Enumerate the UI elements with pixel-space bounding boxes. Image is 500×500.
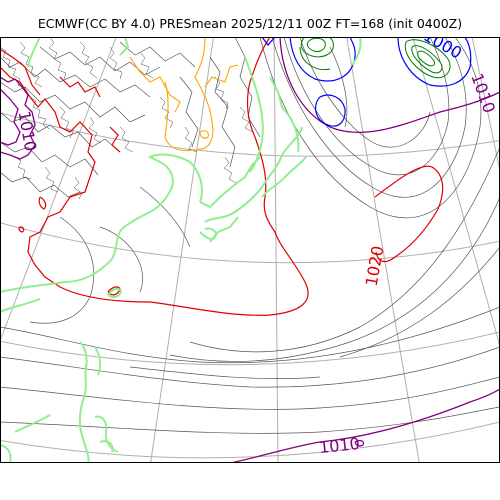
graticule [0,37,500,463]
isobar-1010 [0,37,500,463]
isobar-1020 [0,37,444,316]
isobar-1030 [129,37,239,152]
terrain-contours [0,37,254,200]
pressure-map: 1020 1010 1010 1010 1000 [0,37,500,463]
coastlines [0,37,362,463]
isobar-1000 [261,37,472,127]
isobar-low [299,37,451,79]
map-title: ECMWF(CC BY 4.0) PRESmean 2025/12/11 00Z… [37,16,463,31]
isobars-grey [0,37,500,434]
isobar-label-1010-bottom: 1010 [318,434,360,457]
